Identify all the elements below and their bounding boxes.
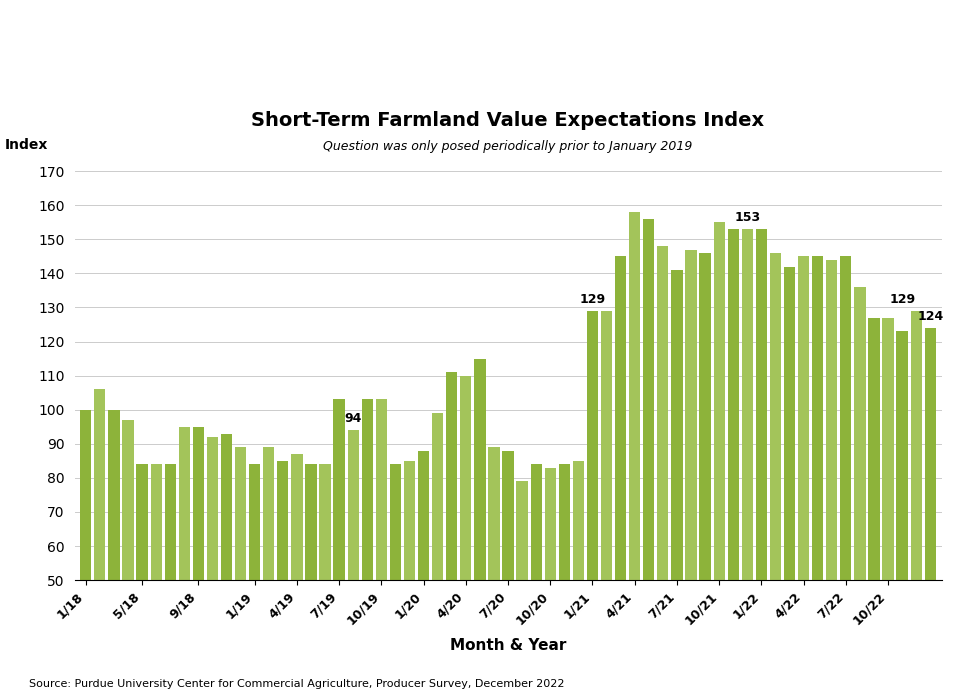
Bar [108,410,120,580]
Text: 129: 129 [889,293,915,306]
Bar [206,437,218,580]
Bar [151,464,162,580]
Bar [375,400,387,580]
Text: Source: Purdue University Center for Commercial Agriculture, Producer Survey, De: Source: Purdue University Center for Com… [29,679,564,689]
Bar [235,448,246,580]
Bar [502,450,514,580]
Bar [94,389,106,580]
Bar [869,317,879,580]
Bar [671,270,683,580]
Bar [911,311,922,580]
Bar [544,468,556,580]
Text: 129: 129 [580,293,606,306]
Bar [390,464,401,580]
Bar [362,400,372,580]
Bar [164,464,176,580]
Bar [474,358,486,580]
Bar [305,464,317,580]
Bar [291,454,302,580]
Text: Index: Index [5,139,49,152]
Bar [404,461,415,580]
Bar [587,311,598,580]
Text: 124: 124 [917,310,944,323]
Bar [221,434,232,580]
Bar [516,481,528,580]
Bar [348,430,359,580]
Bar [784,267,795,580]
Bar [812,256,824,580]
Bar [601,311,612,580]
Bar [432,413,444,580]
Bar [136,464,148,580]
Bar [193,427,204,580]
Bar [531,464,541,580]
Bar [882,317,894,580]
Bar [573,461,584,580]
Bar [320,464,330,580]
X-axis label: Month & Year: Month & Year [450,638,566,653]
Bar [643,219,655,580]
Bar [615,256,626,580]
Bar [489,448,499,580]
Bar [80,410,91,580]
Bar [713,222,725,580]
Bar [629,212,640,580]
Bar [924,328,936,580]
Bar [460,376,471,580]
Bar [179,427,190,580]
Text: Short-Term Farmland Value Expectations Index: Short-Term Farmland Value Expectations I… [252,111,764,130]
Bar [333,400,345,580]
Bar [827,260,837,580]
Bar [446,372,457,580]
Bar [263,448,275,580]
Bar [122,420,133,580]
Bar [559,464,570,580]
Bar [685,249,697,580]
Text: 153: 153 [734,211,760,224]
Bar [854,287,866,580]
Bar [418,450,429,580]
Bar [742,229,753,580]
Bar [770,253,781,580]
Text: Question was only posed periodically prior to January 2019: Question was only posed periodically pri… [324,140,693,152]
Bar [249,464,260,580]
Bar [658,246,668,580]
Bar [700,253,710,580]
Bar [897,331,908,580]
Bar [798,256,809,580]
Bar [728,229,739,580]
Text: 94: 94 [345,412,362,425]
Bar [756,229,767,580]
Bar [840,256,852,580]
Bar [277,461,288,580]
